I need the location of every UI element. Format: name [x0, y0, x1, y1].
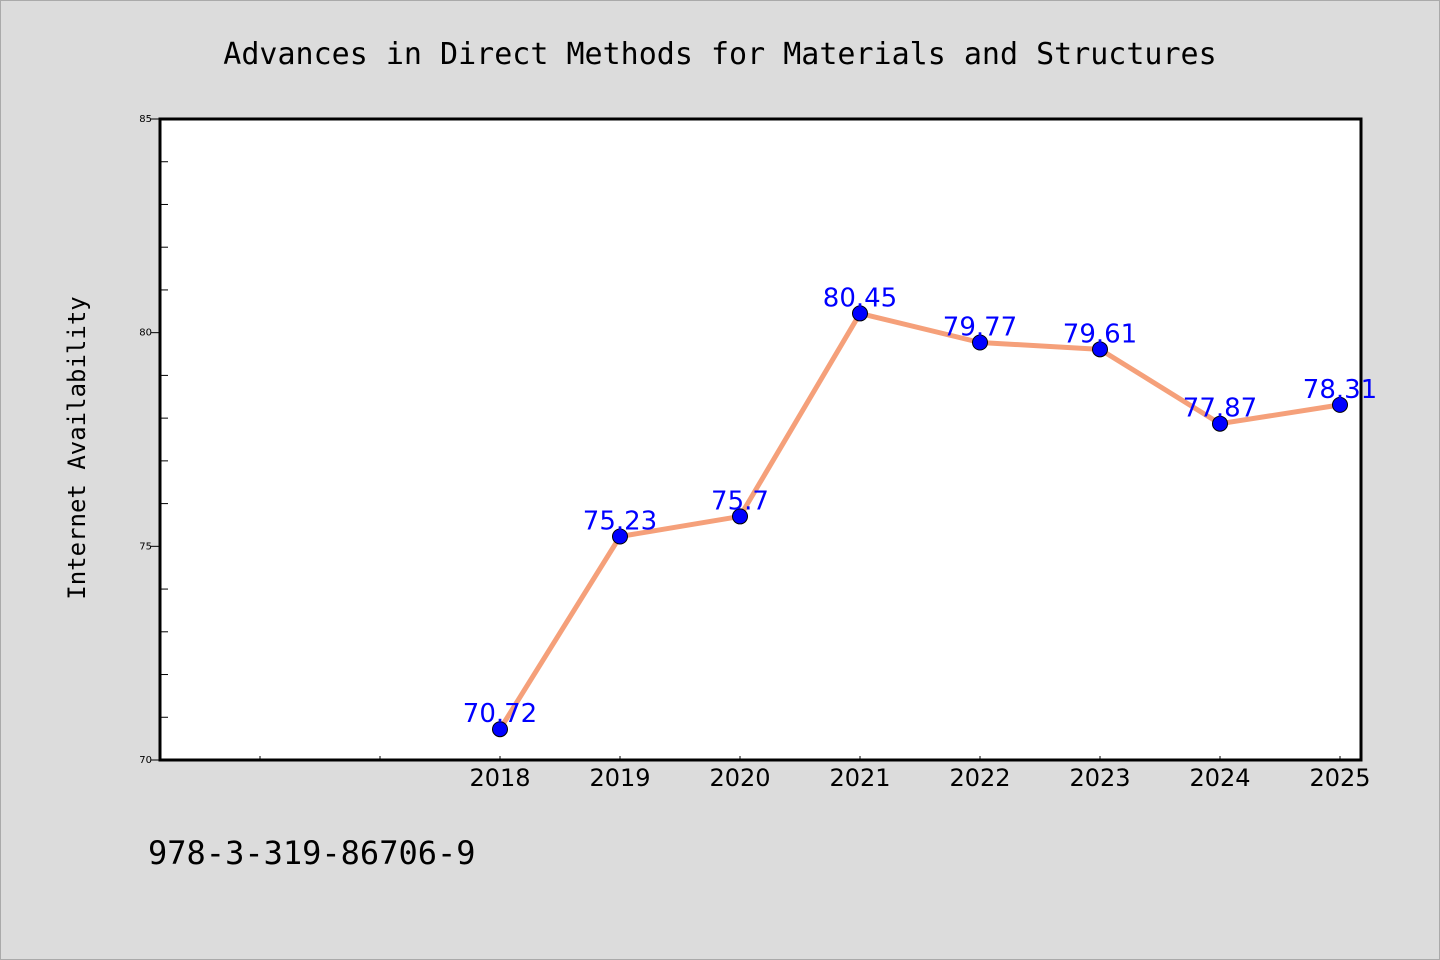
data-label: 75.7: [711, 486, 769, 516]
x-tick-label: 2019: [589, 764, 650, 792]
y-tick-label: 75: [139, 541, 152, 552]
data-label: 79.61: [1063, 319, 1137, 349]
data-label: 80.45: [823, 283, 897, 313]
data-label: 75.23: [583, 507, 657, 537]
data-label: 70.72: [463, 699, 537, 729]
y-tick-label: 80: [139, 328, 152, 339]
y-tick-label: 85: [139, 114, 152, 125]
x-tick-label: 2024: [1189, 764, 1250, 792]
chart-title: Advances in Direct Methods for Materials…: [223, 37, 1216, 72]
x-tick-label: 2018: [469, 764, 530, 792]
data-point: [732, 508, 748, 525]
series-line: [497, 310, 1343, 732]
data-label: 79.77: [943, 312, 1017, 342]
data-point: [1212, 415, 1228, 432]
x-tick-label: 2020: [709, 764, 770, 792]
plot-border: [158, 117, 1363, 762]
data-point: [1092, 341, 1108, 358]
x-tick-label: 2025: [1309, 764, 1370, 792]
x-tick-label: 2023: [1069, 764, 1130, 792]
data-point: [972, 334, 988, 351]
data-point: [612, 528, 628, 545]
plot-area: [160, 119, 1361, 760]
data-label: 77.87: [1183, 394, 1257, 424]
data-label: 78.31: [1303, 375, 1377, 405]
y-tick-label: 70: [139, 755, 152, 766]
data-point: [852, 305, 868, 322]
y-axis-label: Internet Availability: [63, 296, 91, 599]
x-tick-label: 2022: [949, 764, 1010, 792]
chart-marks: 70 75 80 85 2018 2019 2020 2021 2022 2023 2024 2025…: [139, 114, 1377, 792]
data-point: [492, 721, 508, 738]
isbn-text: 978-3-319-86706-9: [148, 834, 476, 872]
data-point: [1332, 396, 1348, 413]
x-tick-label: 2021: [829, 764, 890, 792]
